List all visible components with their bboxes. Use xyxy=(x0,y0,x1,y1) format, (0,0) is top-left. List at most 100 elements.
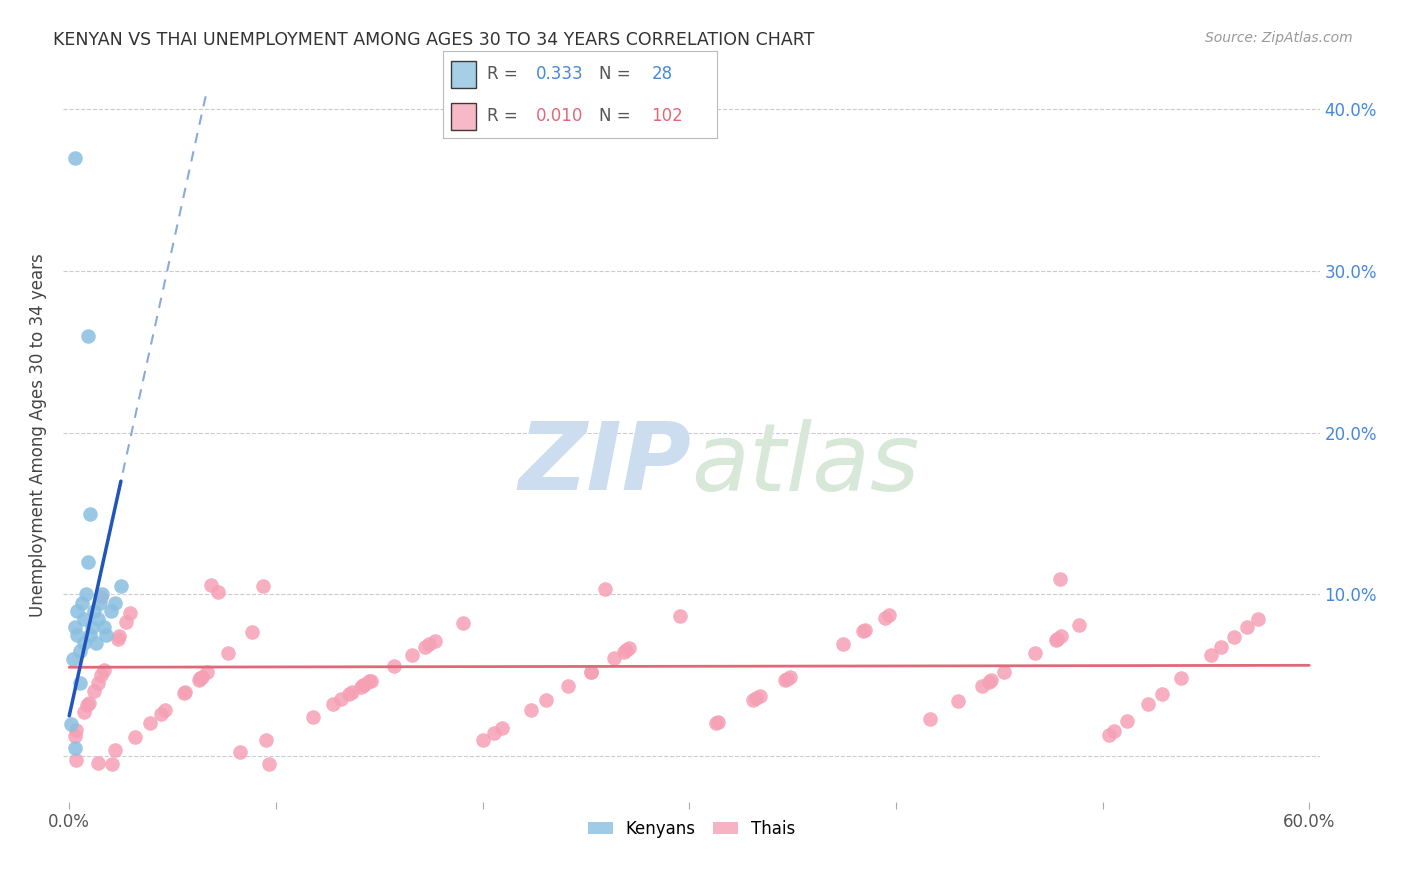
Point xyxy=(93,620,115,634)
Point xyxy=(207,585,229,599)
Point xyxy=(87,612,110,626)
Text: R =: R = xyxy=(486,107,523,126)
Point xyxy=(87,756,110,771)
Point xyxy=(65,729,87,743)
Point xyxy=(187,673,209,687)
Point xyxy=(149,706,172,721)
Point xyxy=(616,643,638,657)
Point xyxy=(1046,632,1069,647)
FancyBboxPatch shape xyxy=(451,103,475,129)
Point xyxy=(776,672,799,686)
Point xyxy=(852,624,875,639)
Point xyxy=(352,678,374,692)
Point xyxy=(217,647,239,661)
Point xyxy=(108,629,131,643)
Point xyxy=(579,665,602,680)
Point xyxy=(1137,698,1160,712)
Text: 28: 28 xyxy=(651,65,672,84)
Point xyxy=(200,578,222,592)
Point xyxy=(773,673,796,687)
Point xyxy=(877,608,900,623)
Point xyxy=(80,620,103,634)
Point xyxy=(75,587,97,601)
Point xyxy=(413,640,436,654)
Point xyxy=(252,579,274,593)
Point xyxy=(1236,620,1258,634)
Point xyxy=(91,587,114,601)
Point xyxy=(1098,728,1121,742)
Point xyxy=(101,757,124,772)
Point xyxy=(382,659,405,673)
Point xyxy=(83,683,105,698)
Point xyxy=(66,628,89,642)
Point xyxy=(1201,648,1223,662)
Point xyxy=(977,675,1000,690)
Point xyxy=(65,151,87,165)
Point xyxy=(104,595,127,609)
Point xyxy=(77,696,100,710)
Point xyxy=(76,698,98,713)
Point xyxy=(1024,646,1046,660)
Point xyxy=(353,678,375,692)
Point xyxy=(359,674,381,689)
Point xyxy=(742,693,765,707)
Point xyxy=(302,709,325,723)
Point xyxy=(90,590,112,604)
Text: 0.333: 0.333 xyxy=(536,65,583,84)
Point xyxy=(946,694,969,708)
Point xyxy=(350,680,373,694)
Point xyxy=(84,636,107,650)
Point xyxy=(342,685,364,699)
Point xyxy=(853,624,876,638)
Point xyxy=(613,645,636,659)
Point xyxy=(254,733,277,747)
Point xyxy=(1247,611,1270,625)
Point xyxy=(418,637,440,651)
Point xyxy=(114,615,136,630)
Point xyxy=(89,595,111,609)
Point xyxy=(1211,640,1233,655)
Point xyxy=(471,732,494,747)
Point xyxy=(1102,724,1125,739)
Point xyxy=(76,328,98,343)
Point xyxy=(704,716,727,731)
Point xyxy=(93,664,115,678)
Point xyxy=(322,698,344,712)
Y-axis label: Unemployment Among Ages 30 to 34 years: Unemployment Among Ages 30 to 34 years xyxy=(30,253,46,617)
Text: R =: R = xyxy=(486,65,523,84)
Point xyxy=(557,679,579,693)
Point xyxy=(124,730,146,744)
Point xyxy=(118,607,141,621)
Point xyxy=(104,743,127,757)
Point xyxy=(329,692,352,706)
Point xyxy=(70,595,93,609)
Point xyxy=(191,669,214,683)
Text: N =: N = xyxy=(599,65,631,84)
Point xyxy=(139,715,162,730)
Legend: Kenyans, Thais: Kenyans, Thais xyxy=(581,814,801,845)
Point xyxy=(920,712,942,726)
Point xyxy=(337,687,360,701)
Point xyxy=(423,633,446,648)
Text: 102: 102 xyxy=(651,107,683,126)
Point xyxy=(173,686,195,700)
Point xyxy=(482,726,505,740)
Point xyxy=(65,620,87,634)
Point xyxy=(993,665,1015,680)
Point xyxy=(65,723,87,738)
Point xyxy=(195,665,218,680)
Point xyxy=(1115,714,1137,728)
Text: ZIP: ZIP xyxy=(519,418,692,510)
Text: 0.010: 0.010 xyxy=(536,107,583,126)
Point xyxy=(401,648,423,662)
Point xyxy=(242,624,264,639)
Point xyxy=(69,676,91,690)
Point xyxy=(745,691,768,706)
Point xyxy=(188,671,211,685)
Point xyxy=(65,741,87,756)
Point xyxy=(1170,672,1192,686)
Point xyxy=(491,721,513,735)
Text: Source: ZipAtlas.com: Source: ZipAtlas.com xyxy=(1205,31,1353,45)
Point xyxy=(873,611,896,625)
Point xyxy=(980,673,1002,688)
